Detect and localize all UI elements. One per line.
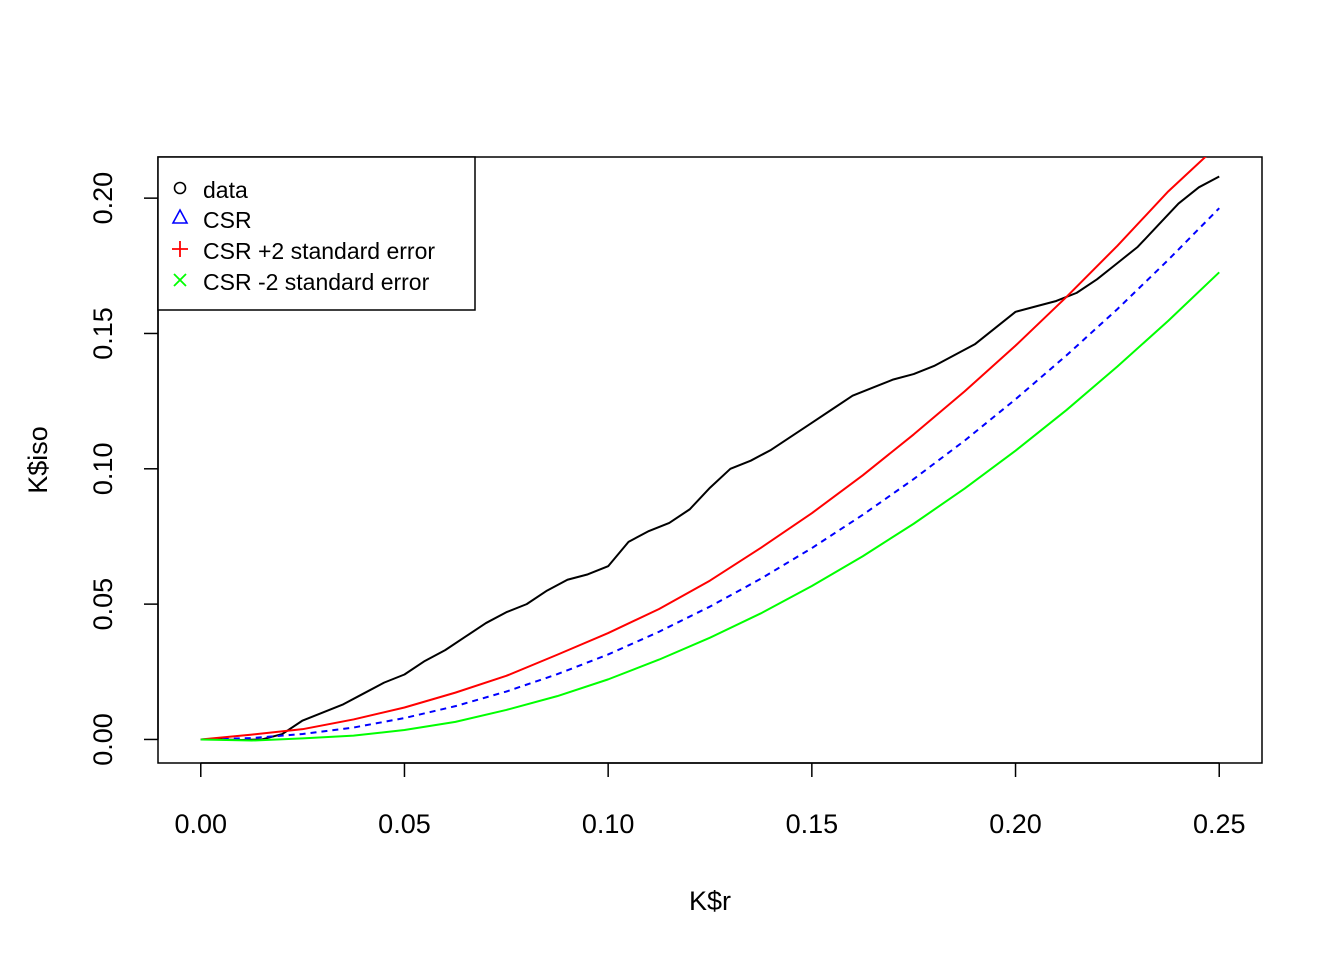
x-tick-label: 0.15 [786,809,839,839]
series-line-0 [200,175,1220,741]
legend-box [157,156,476,311]
x-tick-label: 0.10 [582,809,635,839]
series-line-2 [200,157,1207,741]
y-tick-label: 0.05 [88,578,118,631]
y-tick-label: 0.10 [88,443,118,496]
x-tick-label: 0.25 [1193,809,1246,839]
legend: data CSR CSR +2 standard error CSR -2 stand… [157,156,476,311]
legend-label: CSR +2 standard error [203,238,435,264]
y-tick-label: 0.15 [88,307,118,360]
legend-plus-icon [172,241,188,257]
x-axis: 0.00 0.05 0.10 0.15 0.20 0.25 [174,762,1246,839]
legend-label: CSR [203,207,252,233]
x-tick-label: 0.00 [174,809,227,839]
series-line-3 [200,271,1220,742]
legend-label: CSR -2 standard error [203,269,430,295]
y-axis-label: K$iso [23,426,53,494]
legend-cross-icon [173,273,187,287]
y-tick-label: 0.00 [88,713,118,766]
y-tick-label: 0.20 [88,172,118,225]
y-axis: 0.00 0.05 0.10 0.15 0.20 [88,172,159,766]
series-line-1 [200,207,1220,741]
legend-circle-icon [173,181,187,195]
series-layer [200,157,1220,742]
x-tick-label: 0.20 [989,809,1042,839]
legend-label: data [203,177,248,203]
x-tick-label: 0.05 [378,809,431,839]
x-axis-label: K$r [689,886,731,916]
legend-triangle-icon [171,208,189,224]
